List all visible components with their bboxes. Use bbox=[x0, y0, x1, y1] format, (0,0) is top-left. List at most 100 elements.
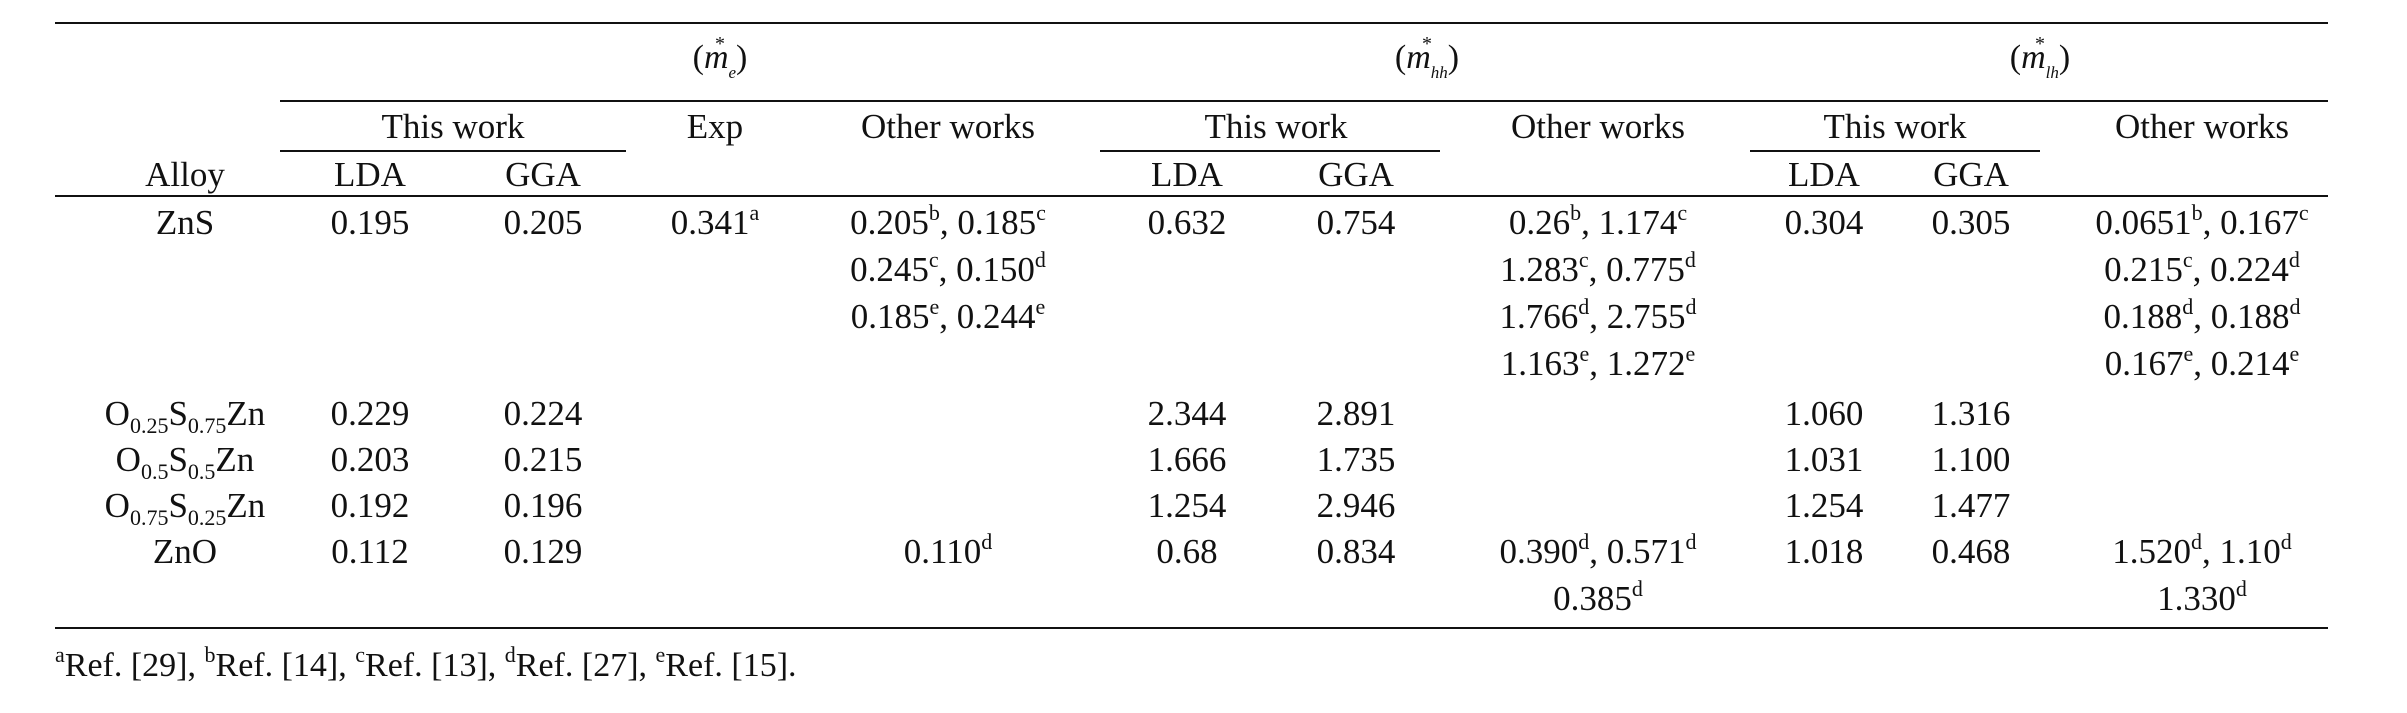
alloy-name: O0.75S0.25Zn bbox=[104, 486, 266, 529]
value-hh-lda: 0.632 bbox=[1147, 203, 1227, 242]
reference-mark: e bbox=[929, 294, 940, 319]
value: 0.150 bbox=[956, 250, 1035, 289]
value: 0.205 bbox=[850, 203, 929, 242]
alloy-text: S bbox=[168, 440, 188, 479]
value: 1.330 bbox=[2157, 579, 2236, 618]
value-lh-gga: 1.316 bbox=[1931, 394, 2011, 433]
footnote-punct: . bbox=[788, 647, 797, 684]
separator: , bbox=[2202, 532, 2220, 571]
alloy-text: Zn bbox=[226, 486, 266, 525]
value: 1.174 bbox=[1598, 203, 1678, 242]
reference-mark: c bbox=[2298, 200, 2309, 225]
alloy-text: S bbox=[168, 486, 188, 525]
this-work-underline-e bbox=[280, 150, 626, 152]
value-e-gga: 0.224 bbox=[503, 394, 583, 433]
value: 0.571 bbox=[1606, 532, 1686, 571]
value: 1.272 bbox=[1606, 344, 1686, 383]
other-works-lh: 1.520d, 1.10d bbox=[2112, 529, 2292, 572]
alloy-name: O0.25S0.75Zn bbox=[105, 394, 266, 437]
reference-mark: d bbox=[1685, 294, 1697, 319]
value: 0.385 bbox=[1553, 579, 1632, 618]
header-this-work-e: This work bbox=[381, 107, 525, 146]
header-alloy: Alloy bbox=[145, 155, 225, 194]
reference-mark: d bbox=[1578, 529, 1590, 554]
value: 0.26 bbox=[1508, 203, 1571, 242]
separator: , bbox=[939, 203, 958, 242]
value: 0.185 bbox=[850, 297, 930, 336]
other-works-e: 0.205b, 0.185c bbox=[850, 200, 1046, 243]
footnote-mark: d bbox=[504, 642, 516, 667]
header-lda-hh: LDA bbox=[1151, 155, 1223, 194]
group-underline-lh bbox=[1750, 100, 2328, 102]
header-gga-lh: GGA bbox=[1933, 155, 2009, 194]
footnote-punct: , bbox=[638, 647, 656, 684]
value: 0.215 bbox=[2104, 250, 2183, 289]
alloy-subscript: 0.75 bbox=[187, 413, 227, 438]
other-works-lh: 0.215c, 0.224d bbox=[2104, 249, 2300, 290]
value-lh-lda: 1.018 bbox=[1784, 532, 1864, 571]
value-lh-gga: 1.477 bbox=[1931, 486, 2011, 525]
value-hh-lda: 0.68 bbox=[1156, 532, 1218, 571]
value-lh-lda: 0.304 bbox=[1784, 203, 1864, 242]
reference-mark: d bbox=[1034, 247, 1046, 272]
other-works-hh: 1.163e, 1.272e bbox=[1500, 343, 1696, 384]
value-lh-gga: 0.468 bbox=[1931, 532, 2011, 571]
other-works-lh: 0.188d, 0.188d bbox=[2104, 294, 2301, 337]
header-gga-hh: GGA bbox=[1318, 155, 1394, 194]
header-lda-lh: LDA bbox=[1788, 155, 1860, 194]
reference-mark: c bbox=[1578, 247, 1589, 272]
footnotes: aRef. [29], bRef. [14], cRef. [13], dRef… bbox=[55, 644, 797, 686]
alloy-name: ZnS bbox=[156, 203, 214, 243]
alloy-text: ZnS bbox=[155, 203, 215, 242]
value-e-gga: 0.215 bbox=[503, 440, 583, 479]
bottom-rule bbox=[55, 627, 2328, 629]
reference-mark: e bbox=[2289, 341, 2300, 366]
footnote-text: Ref. [27] bbox=[515, 647, 639, 684]
header-this-work-lh: This work bbox=[1823, 107, 1967, 146]
alloy-text: Zn bbox=[215, 440, 255, 479]
other-works-e: 0.185e, 0.244e bbox=[850, 294, 1046, 337]
value: 0.110 bbox=[903, 532, 982, 571]
value-lh-lda: 1.031 bbox=[1784, 440, 1864, 479]
separator: , bbox=[2193, 344, 2211, 383]
value-hh-lda: 2.344 bbox=[1147, 394, 1227, 433]
reference-mark: d bbox=[2289, 294, 2301, 319]
header-rule bbox=[55, 195, 2328, 197]
reference-mark: b bbox=[928, 200, 940, 225]
reference-mark: d bbox=[1578, 294, 1590, 319]
other-works-lh: 0.167e, 0.214e bbox=[2105, 341, 2300, 384]
footnote-mark: e bbox=[655, 642, 666, 667]
value: 1.10 bbox=[2219, 532, 2281, 571]
group-header-mhh: (m * hh) bbox=[1394, 33, 1460, 82]
header-exp: Exp bbox=[686, 107, 744, 146]
value-e-lda: 0.192 bbox=[330, 486, 410, 525]
this-work-underline-hh bbox=[1100, 150, 1440, 152]
other-works-hh: 1.766d, 2.755d bbox=[1500, 294, 1697, 337]
reference-mark: e bbox=[1035, 294, 1046, 319]
value: 0.224 bbox=[2210, 250, 2289, 289]
footnote-text: Ref. [14] bbox=[215, 647, 339, 684]
reference-mark: b bbox=[2191, 200, 2203, 225]
reference-mark: d bbox=[2182, 294, 2194, 319]
value-e-lda: 0.229 bbox=[330, 394, 410, 433]
header-lda-e: LDA bbox=[334, 155, 406, 194]
header-gga-e: GGA bbox=[505, 155, 581, 194]
alloy-subscript: 0.25 bbox=[129, 413, 169, 438]
footnote-text: Ref. [15] bbox=[665, 647, 789, 684]
footnote-mark: c bbox=[355, 642, 366, 667]
alloy-text: S bbox=[168, 394, 188, 433]
value-hh-gga: 2.891 bbox=[1316, 394, 1396, 433]
alloy-text: O bbox=[104, 486, 130, 525]
value: 0.185 bbox=[957, 203, 1037, 242]
separator: , bbox=[1581, 203, 1599, 242]
header-other-works-lh: Other works bbox=[2115, 107, 2289, 146]
separator: , bbox=[938, 250, 957, 289]
other-works-hh: 0.26b, 1.174c bbox=[1508, 202, 1687, 243]
reference-mark: c bbox=[928, 247, 939, 272]
value: 0.0651 bbox=[2095, 203, 2192, 242]
alloy-subscript: 0.5 bbox=[140, 459, 169, 484]
value: 1.163 bbox=[1500, 344, 1580, 383]
value-hh-gga: 2.946 bbox=[1316, 486, 1396, 525]
footnote-mark: b bbox=[204, 642, 216, 667]
reference-mark: d bbox=[2280, 529, 2292, 554]
